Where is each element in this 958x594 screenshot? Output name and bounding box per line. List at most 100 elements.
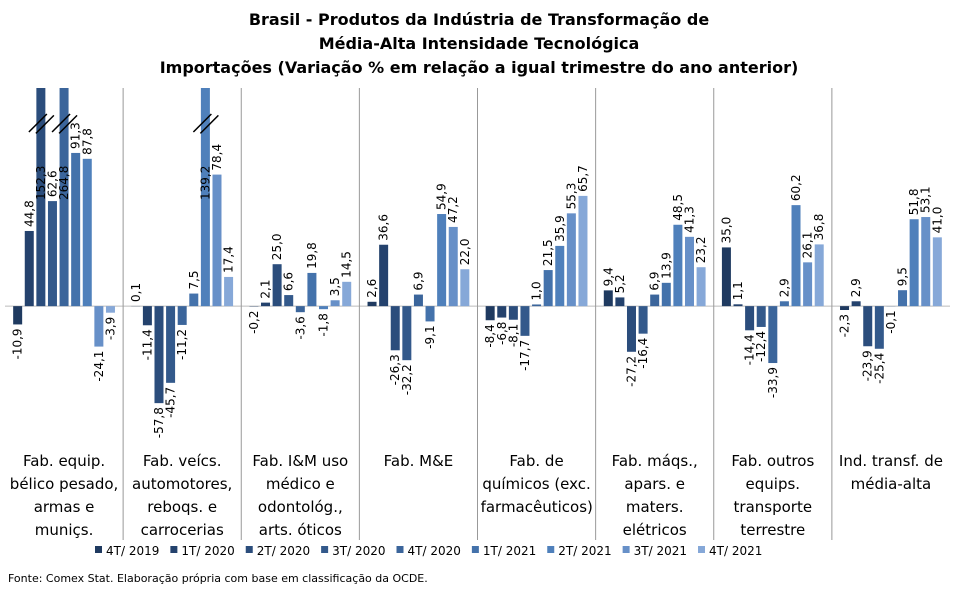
- bar: [497, 306, 507, 318]
- axis-break: [35, 114, 55, 134]
- category-label: Fab. veícs. automotores, reboqs. e carro…: [132, 452, 233, 539]
- value-label: -0,1: [884, 310, 898, 333]
- value-label: 5,2: [613, 274, 627, 293]
- source-note: Fonte: Comex Stat. Elaboração própria co…: [8, 572, 428, 585]
- value-label: 2,6: [365, 279, 379, 298]
- bar: [543, 270, 553, 307]
- value-label: 60,2: [789, 174, 803, 201]
- value-label: -24,1: [92, 351, 106, 382]
- bar: [47, 201, 57, 307]
- value-label: -27,2: [624, 356, 638, 387]
- legend-label: 1T/ 2020: [181, 544, 234, 558]
- value-label: 54,9: [435, 183, 449, 210]
- value-label: -25,4: [872, 353, 886, 384]
- legend-label: 2T/ 2021: [558, 544, 611, 558]
- legend-label: 4T/ 2020: [408, 544, 461, 558]
- value-label: -1,8: [317, 313, 331, 336]
- bar: [485, 306, 495, 321]
- value-label: -8,4: [483, 324, 497, 347]
- value-label: 0,1: [129, 283, 143, 302]
- value-label: 13,9: [659, 252, 673, 279]
- bar: [94, 306, 104, 347]
- value-label: -11,2: [175, 329, 189, 360]
- bar: [520, 306, 530, 336]
- axis-break: [199, 114, 219, 134]
- value-label: 139,2: [198, 166, 212, 200]
- legend-swatch: [471, 546, 479, 553]
- bar: [342, 281, 352, 307]
- bar: [814, 244, 824, 307]
- value-label: 2,1: [259, 280, 273, 299]
- bar: [863, 306, 873, 347]
- bar: [307, 272, 317, 307]
- value-label: -3,6: [293, 316, 307, 339]
- value-label: -33,9: [766, 367, 780, 398]
- value-label: 53,1: [919, 186, 933, 213]
- bar: [448, 226, 458, 307]
- legend-label: 3T/ 2021: [634, 544, 687, 558]
- value-label: 3,5: [328, 277, 342, 296]
- value-label: 152,3: [34, 166, 48, 200]
- bar: [379, 244, 389, 307]
- value-label: 6,9: [411, 271, 425, 290]
- bar: [284, 295, 294, 307]
- value-label: -16,4: [636, 338, 650, 369]
- bar: [921, 217, 931, 307]
- legend-label: 2T/ 2020: [257, 544, 310, 558]
- value-label: 87,8: [80, 128, 94, 155]
- bar: [390, 306, 400, 351]
- value-label: -3,9: [103, 317, 117, 340]
- value-label: 21,5: [541, 239, 555, 266]
- value-label: -12,4: [754, 331, 768, 362]
- legend-label: 4T/ 2021: [709, 544, 762, 558]
- bar: [803, 262, 813, 307]
- bar: [142, 306, 152, 326]
- category-label: Fab. de químicos (exc. farmacêuticos): [480, 452, 593, 516]
- value-label: 36,6: [377, 214, 391, 241]
- category-label: Fab. I&M uso médico e odontológ., arts. …: [252, 452, 349, 539]
- bar: [24, 230, 34, 307]
- bar: [791, 205, 801, 307]
- axis-break: [28, 113, 48, 133]
- axis-break: [51, 113, 71, 133]
- legend-swatch: [698, 546, 705, 553]
- bar: [603, 290, 613, 307]
- value-label: 264,8: [57, 166, 71, 200]
- value-label: 65,7: [576, 165, 590, 192]
- bar: [36, 88, 46, 307]
- legend-label: 1T/ 2021: [483, 544, 536, 558]
- value-label: 78,4: [210, 144, 224, 171]
- chart-title: Brasil - Produtos da Indústria de Transf…: [248, 10, 710, 53]
- bar: [59, 88, 69, 307]
- legend-label: 4T/ 2019: [106, 544, 159, 558]
- category-label: Fab. M&E: [383, 452, 454, 470]
- bar: [330, 300, 340, 307]
- axis-break: [58, 114, 78, 134]
- bar: [532, 304, 542, 307]
- value-label: -9,1: [423, 325, 437, 348]
- category-label: Ind. transf. de média-alta: [838, 452, 943, 493]
- value-label: 62,6: [45, 170, 59, 197]
- category-label: Fab. equip. bélico pesado, armas e muniç…: [9, 452, 119, 539]
- value-label: 41,3: [682, 206, 696, 233]
- value-label: -8,1: [506, 324, 520, 347]
- value-label: -11,4: [140, 329, 154, 360]
- bar: [566, 213, 576, 307]
- value-label: 6,9: [648, 271, 662, 290]
- value-label: 6,6: [282, 272, 296, 291]
- legend-swatch: [95, 546, 102, 553]
- bar: [779, 301, 789, 307]
- bar: [615, 297, 625, 307]
- bar: [154, 306, 164, 404]
- bar: [224, 276, 234, 307]
- bar: [82, 158, 92, 307]
- bar: [402, 306, 412, 361]
- value-label: -14,4: [743, 334, 757, 365]
- bar: [638, 306, 648, 334]
- value-label: 36,8: [812, 214, 826, 241]
- bar: [650, 294, 660, 307]
- bar: [840, 306, 850, 311]
- bar: [189, 293, 199, 307]
